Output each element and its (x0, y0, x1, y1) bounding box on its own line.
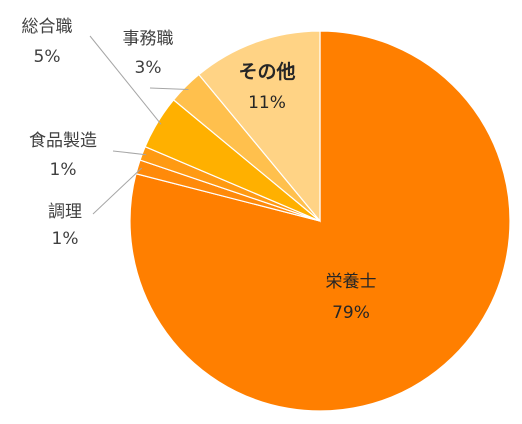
slice-label-jimushoku: 事務職 (123, 29, 174, 49)
slice-label-eiyoshi: 栄養士 (326, 272, 377, 292)
slice-percent-sonota: 11% (248, 93, 286, 113)
pie-slices (130, 31, 510, 411)
slice-label-sogoshoku: 総合職 (22, 17, 73, 37)
slice-percent-eiyoshi: 79% (332, 303, 370, 323)
slice-percent-shokuhin-seizo: 1% (50, 160, 77, 180)
slice-label-shokuhin-seizo: 食品製造 (29, 131, 97, 151)
slice-percent-sogoshoku: 5% (34, 47, 61, 67)
leader-line-3 (90, 36, 161, 124)
leader-line-2 (113, 151, 146, 155)
leader-line-4 (150, 88, 189, 90)
slice-percent-jimushoku: 3% (135, 58, 162, 78)
slice-label-chori: 調理 (48, 202, 82, 222)
slice-label-sonota: その他 (238, 60, 295, 83)
slice-percent-chori: 1% (52, 229, 79, 249)
